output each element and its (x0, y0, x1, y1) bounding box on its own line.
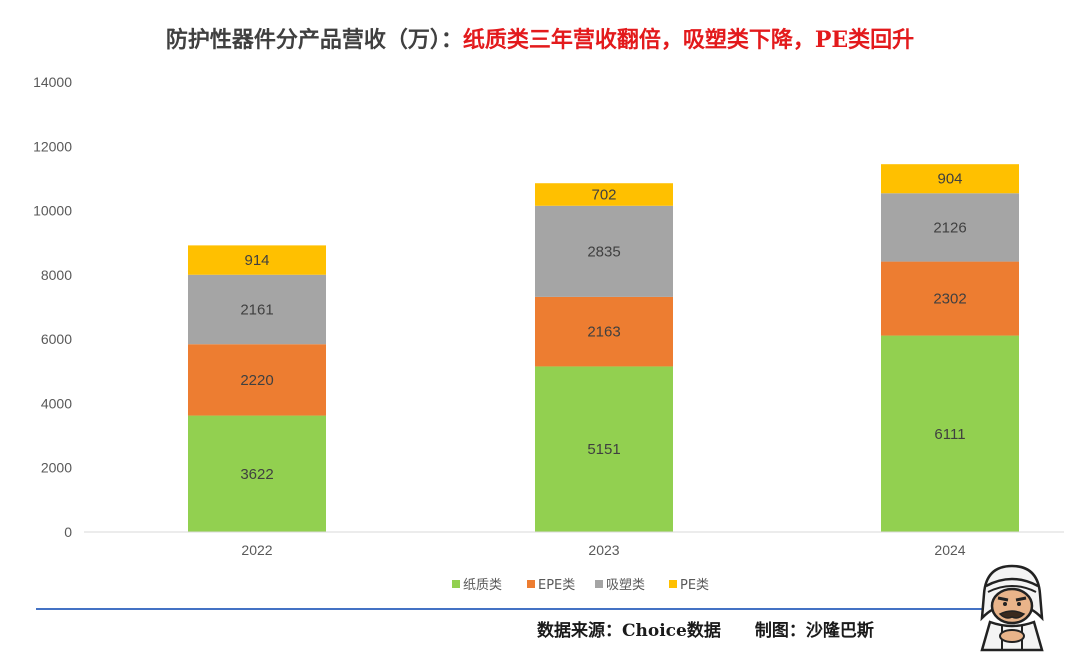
bar-segment (535, 205, 673, 297)
y-tick-label: 2000 (41, 460, 72, 476)
chart-title-main: 防护性器件分产品营收（万）： (165, 27, 463, 53)
bar-segment (188, 344, 326, 416)
bar-segment (535, 296, 673, 367)
y-tick-label: 4000 (41, 395, 72, 411)
legend-item: PE类 (669, 578, 709, 593)
y-tick-label: 10000 (33, 203, 72, 219)
bar-segment (881, 164, 1019, 194)
bar-segment (188, 415, 326, 532)
chart-title-highlight: 纸质类三年营收翻倍，吸塑类下降，PE类回升 (462, 27, 915, 53)
legend-label: 吸塑类 (606, 578, 645, 593)
legend: 纸质类 EPE类 吸塑类 PE类 (452, 578, 709, 593)
data-label: 2220 (240, 372, 273, 389)
legend-swatch (527, 580, 535, 588)
data-label: 914 (244, 252, 269, 269)
data-label: 3622 (240, 466, 273, 483)
footer-source: 数据来源：Choice数据 制图：沙隆巴斯 (537, 616, 874, 641)
legend-label: 纸质类 (463, 578, 502, 593)
data-label: 2302 (933, 291, 966, 308)
author-text: 制图：沙隆巴斯 (754, 621, 874, 641)
legend-swatch (595, 580, 603, 588)
y-tick-label: 14000 (33, 74, 72, 90)
legend-label: EPE类 (538, 578, 575, 593)
legend-item: EPE类 (527, 578, 575, 593)
x-axis: 2022 2023 2024 (241, 542, 965, 558)
data-label: 2835 (587, 243, 620, 260)
bar-segment (188, 245, 326, 275)
bars: 3622 2220 2161 914 5151 2163 2835 702 6111 2302 21… (188, 164, 1019, 532)
mascot-avatar (980, 564, 1044, 652)
bar-segment (881, 335, 1019, 532)
data-label: 2163 (587, 324, 620, 341)
y-tick-label: 0 (64, 524, 72, 540)
data-label: 2126 (933, 219, 966, 236)
chart-title: 防护性器件分产品营收（万）：纸质类三年营收翻倍，吸塑类下降，PE类回升 (0, 22, 1080, 54)
legend-label: PE类 (680, 578, 709, 593)
bar-segment (535, 183, 673, 206)
y-tick-label: 6000 (41, 331, 72, 347)
x-tick-label: 2022 (241, 542, 272, 558)
bar-segment (881, 261, 1019, 336)
legend-swatch (669, 580, 677, 588)
data-label: 904 (937, 171, 962, 188)
bar-segment (881, 193, 1019, 262)
data-label: 2161 (240, 301, 273, 318)
x-tick-label: 2024 (934, 542, 965, 558)
data-label: 6111 (934, 426, 965, 443)
legend-item: 吸塑类 (595, 578, 645, 593)
bar-segment (535, 366, 673, 532)
x-tick-label: 2023 (588, 542, 619, 558)
y-tick-label: 8000 (41, 267, 72, 283)
data-label: 702 (591, 187, 616, 204)
y-axis: 0 2000 4000 6000 8000 10000 12000 14000 (33, 74, 72, 540)
y-tick-label: 12000 (33, 138, 72, 154)
data-label: 5151 (587, 441, 620, 458)
data-source-text: 数据来源：Choice数据 (537, 621, 721, 641)
bar-segment (188, 274, 326, 345)
legend-item: 纸质类 (452, 578, 502, 593)
legend-swatch (452, 580, 460, 588)
